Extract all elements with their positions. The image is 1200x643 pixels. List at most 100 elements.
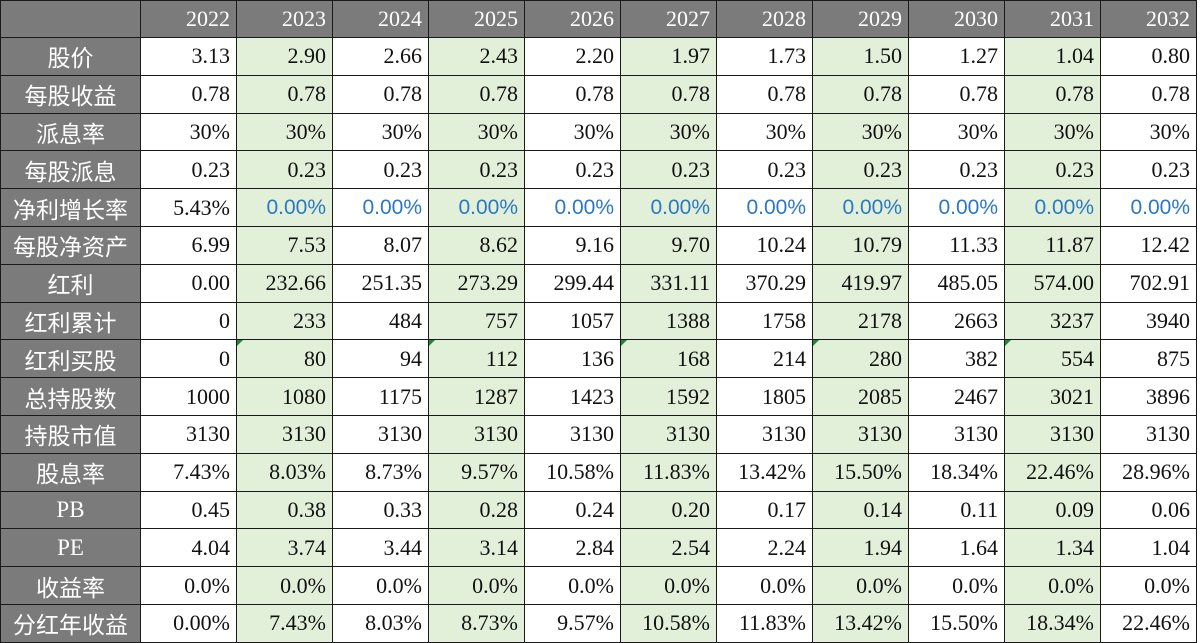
value-cell[interactable]: 10.24 xyxy=(716,225,813,265)
value-cell[interactable]: 0.0% xyxy=(332,566,429,605)
value-cell[interactable]: 30% xyxy=(524,112,621,152)
row-label-cell[interactable]: 派息率 xyxy=(0,112,141,152)
year-header-cell[interactable]: 2031 xyxy=(1004,0,1101,38)
year-header-cell[interactable]: 2025 xyxy=(428,0,525,38)
value-cell[interactable]: 1.34 xyxy=(1004,528,1101,568)
value-cell[interactable]: 22.46% xyxy=(1004,452,1101,492)
value-cell[interactable]: 3130 xyxy=(620,414,717,454)
value-cell[interactable]: 0.78 xyxy=(716,74,813,114)
value-cell[interactable]: 3237 xyxy=(1004,301,1101,341)
row-label-cell[interactable]: 分红年收益 xyxy=(0,603,141,643)
value-cell[interactable]: 0.23 xyxy=(812,150,909,190)
row-label-cell[interactable]: 每股派息 xyxy=(0,150,141,190)
value-cell[interactable]: 0.78 xyxy=(620,74,717,114)
year-header-cell[interactable]: 2027 xyxy=(620,0,717,38)
value-cell[interactable]: 0.0% xyxy=(140,566,237,605)
value-cell[interactable]: 0.00% xyxy=(1100,188,1197,227)
value-cell[interactable]: 299.44 xyxy=(524,263,621,303)
row-label-cell[interactable]: 净利增长率 xyxy=(0,188,141,227)
year-header-cell[interactable]: 2023 xyxy=(236,0,333,38)
value-cell[interactable]: 0 xyxy=(140,301,237,341)
value-cell[interactable]: 2085 xyxy=(812,377,909,416)
value-cell[interactable]: 8.73% xyxy=(332,452,429,492)
value-cell[interactable]: 9.57% xyxy=(428,452,525,492)
value-cell[interactable]: 1592 xyxy=(620,377,717,416)
value-cell[interactable]: 4.04 xyxy=(140,528,237,568)
year-header-cell[interactable]: 2028 xyxy=(716,0,813,38)
value-cell[interactable]: 0.0% xyxy=(236,566,333,605)
value-cell[interactable]: 0.00% xyxy=(236,188,333,227)
row-label-cell[interactable]: 红利买股 xyxy=(0,339,141,379)
value-cell[interactable]: 0.78 xyxy=(908,74,1005,114)
value-cell[interactable]: 94 xyxy=(332,339,429,379)
value-cell[interactable]: 1.27 xyxy=(908,37,1005,76)
row-label-cell[interactable]: PB xyxy=(0,490,141,530)
value-cell[interactable]: 1080 xyxy=(236,377,333,416)
value-cell[interactable]: 9.57% xyxy=(524,603,621,643)
value-cell[interactable]: 11.83% xyxy=(716,603,813,643)
value-cell[interactable]: 3130 xyxy=(716,414,813,454)
value-cell[interactable]: 232.66 xyxy=(236,263,333,303)
year-header-cell[interactable]: 2030 xyxy=(908,0,1005,38)
value-cell[interactable]: 0.23 xyxy=(908,150,1005,190)
value-cell[interactable]: 8.62 xyxy=(428,225,525,265)
value-cell[interactable]: 2.84 xyxy=(524,528,621,568)
value-cell[interactable]: 0.00% xyxy=(812,188,909,227)
value-cell[interactable]: 0.00% xyxy=(716,188,813,227)
value-cell[interactable]: 0.23 xyxy=(428,150,525,190)
value-cell[interactable]: 3.74 xyxy=(236,528,333,568)
value-cell[interactable]: 0.24 xyxy=(524,490,621,530)
value-cell[interactable]: 1.73 xyxy=(716,37,813,76)
value-cell[interactable]: 7.43% xyxy=(140,452,237,492)
value-cell[interactable]: 1758 xyxy=(716,301,813,341)
value-cell[interactable]: 2.20 xyxy=(524,37,621,76)
value-cell[interactable]: 273.29 xyxy=(428,263,525,303)
value-cell[interactable]: 757 xyxy=(428,301,525,341)
value-cell[interactable]: 7.53 xyxy=(236,225,333,265)
value-cell[interactable]: 0.11 xyxy=(908,490,1005,530)
value-cell[interactable]: 1805 xyxy=(716,377,813,416)
value-cell[interactable]: 13.42% xyxy=(812,603,909,643)
value-cell[interactable]: 18.34% xyxy=(908,452,1005,492)
value-cell[interactable]: 0.17 xyxy=(716,490,813,530)
value-cell[interactable]: 0.78 xyxy=(236,74,333,114)
value-cell[interactable]: 1000 xyxy=(140,377,237,416)
value-cell[interactable]: 0.0% xyxy=(1004,566,1101,605)
value-cell[interactable]: 0.23 xyxy=(1100,150,1197,190)
value-cell[interactable]: 3940 xyxy=(1100,301,1197,341)
value-cell[interactable]: 0.23 xyxy=(716,150,813,190)
value-cell[interactable]: 2663 xyxy=(908,301,1005,341)
value-cell[interactable]: 0.0% xyxy=(620,566,717,605)
value-cell[interactable]: 0.23 xyxy=(236,150,333,190)
year-header-cell[interactable]: 2029 xyxy=(812,0,909,38)
value-cell[interactable]: 280 xyxy=(812,339,909,379)
value-cell[interactable]: 3.14 xyxy=(428,528,525,568)
row-label-cell[interactable]: 股息率 xyxy=(0,452,141,492)
value-cell[interactable]: 1.04 xyxy=(1004,37,1101,76)
value-cell[interactable]: 0.78 xyxy=(332,74,429,114)
value-cell[interactable]: 214 xyxy=(716,339,813,379)
value-cell[interactable]: 0.78 xyxy=(524,74,621,114)
value-cell[interactable]: 28.96% xyxy=(1100,452,1197,492)
value-cell[interactable]: 0.23 xyxy=(332,150,429,190)
value-cell[interactable]: 1057 xyxy=(524,301,621,341)
row-label-cell[interactable]: 持股市值 xyxy=(0,414,141,454)
value-cell[interactable]: 0.0% xyxy=(812,566,909,605)
value-cell[interactable]: 8.03% xyxy=(236,452,333,492)
value-cell[interactable]: 0.23 xyxy=(140,150,237,190)
value-cell[interactable]: 30% xyxy=(908,112,1005,152)
value-cell[interactable]: 1.94 xyxy=(812,528,909,568)
value-cell[interactable]: 1175 xyxy=(332,377,429,416)
value-cell[interactable]: 0.14 xyxy=(812,490,909,530)
value-cell[interactable]: 251.35 xyxy=(332,263,429,303)
value-cell[interactable]: 30% xyxy=(332,112,429,152)
value-cell[interactable]: 0.0% xyxy=(524,566,621,605)
corner-cell[interactable] xyxy=(0,0,141,38)
value-cell[interactable]: 0.78 xyxy=(1100,74,1197,114)
value-cell[interactable]: 0.23 xyxy=(620,150,717,190)
value-cell[interactable]: 18.34% xyxy=(1004,603,1101,643)
value-cell[interactable]: 554 xyxy=(1004,339,1101,379)
value-cell[interactable]: 0.23 xyxy=(524,150,621,190)
year-header-cell[interactable]: 2022 xyxy=(140,0,237,38)
value-cell[interactable]: 30% xyxy=(428,112,525,152)
